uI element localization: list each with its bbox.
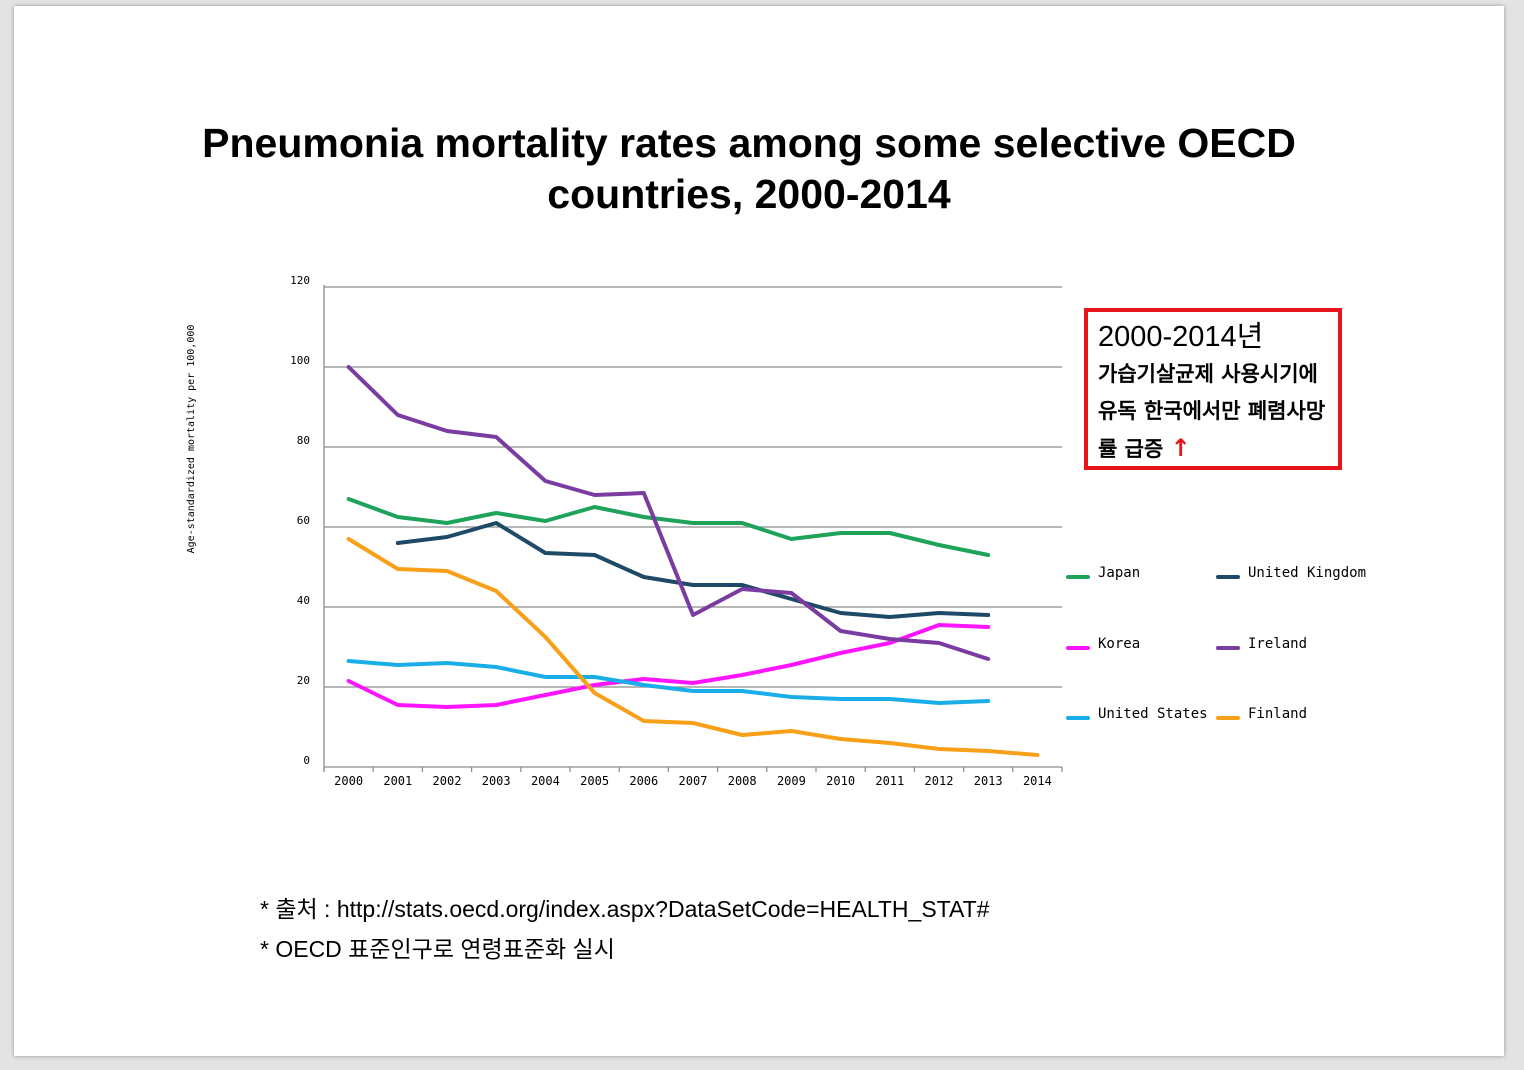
x-tick-label: 2010 (826, 774, 855, 788)
x-tick-label: 2003 (482, 774, 511, 788)
annotation-box: 2000-2014년 가습기살균제 사용시기에 유독 한국에서만 폐렴사망률 급… (1084, 308, 1342, 470)
series-line-finland (346, 537, 1040, 757)
x-tick-label: 2000 (334, 774, 363, 788)
slide: Pneumonia mortality rates among some sel… (14, 6, 1504, 1056)
y-axis-label: Age-standardized mortality per 100,000 (186, 325, 197, 554)
y-tick-label: 20 (297, 674, 310, 687)
x-tick-label: 2006 (629, 774, 658, 788)
footnote-note: * OECD 표준인구로 연령표준화 실시 (260, 936, 615, 962)
y-tick-label: 120 (290, 274, 310, 287)
legend-label-united-states: United States (1098, 706, 1208, 722)
x-tick-label: 2013 (974, 774, 1003, 788)
y-tick-label: 40 (297, 594, 310, 607)
x-tick-label: 2004 (531, 774, 560, 788)
chart-title: Pneumonia mortality rates among some sel… (124, 118, 1374, 220)
annotation-year: 2000-2014년 (1098, 321, 1264, 353)
legend-label-korea: Korea (1098, 636, 1140, 652)
legend-label-ireland: Ireland (1248, 636, 1307, 652)
series-line-ireland (346, 365, 991, 661)
x-tick-label: 2001 (383, 774, 412, 788)
y-tick-label: 100 (290, 354, 310, 367)
x-tick-label: 2007 (679, 774, 708, 788)
y-tick-label: 60 (297, 514, 310, 527)
y-tick-label: 0 (303, 754, 310, 767)
series-line-korea (346, 623, 991, 709)
annotation-body: 가습기살균제 사용시기에 유독 한국에서만 폐렴사망률 급증 (1098, 362, 1326, 461)
legend-label-finland: Finland (1248, 706, 1307, 722)
y-tick-label: 80 (297, 434, 310, 447)
series-line-united-kingdom (395, 521, 991, 619)
x-tick-label: 2002 (433, 774, 462, 788)
up-arrow-icon: ↑ (1170, 434, 1191, 462)
x-tick-label: 2009 (777, 774, 806, 788)
x-tick-label: 2005 (580, 774, 609, 788)
annotation-text: 가습기살균제 사용시기에 유독 한국에서만 폐렴사망률 급증 ↑ (1098, 356, 1328, 468)
footnote-source: * 출처 : http://stats.oecd.org/index.aspx?… (260, 896, 990, 922)
legend-label-japan: Japan (1098, 565, 1140, 581)
series-line-japan (346, 497, 991, 557)
title-line-1: Pneumonia mortality rates among some sel… (202, 120, 1296, 166)
x-tick-label: 2014 (1023, 774, 1052, 788)
x-tick-label: 2012 (925, 774, 954, 788)
x-tick-label: 2011 (875, 774, 904, 788)
legend-label-united-kingdom: United Kingdom (1248, 565, 1366, 581)
title-line-2: countries, 2000-2014 (547, 171, 951, 217)
series-line-united-states (346, 659, 991, 705)
x-tick-label: 2008 (728, 774, 757, 788)
